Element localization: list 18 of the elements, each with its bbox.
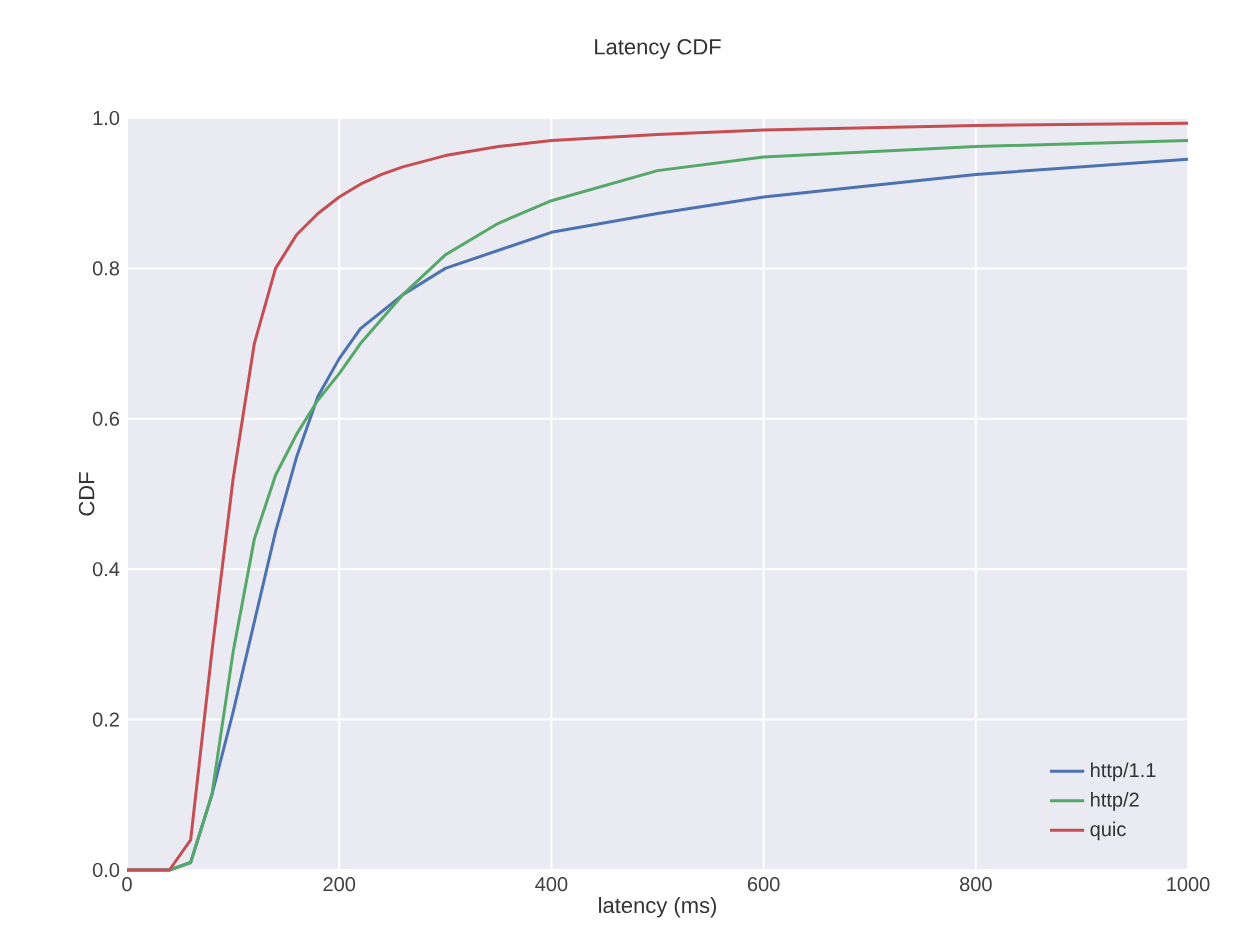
y-tick-label: 1.0 [93, 110, 120, 126]
x-tick-label: 800 [960, 877, 992, 892]
legend-label: quic [1090, 821, 1126, 841]
x-tick-label: 0 [122, 877, 132, 892]
x-tick-label: 600 [747, 877, 780, 892]
y-tick-label: 0.2 [92, 712, 119, 727]
legend-label: http/2 [1091, 792, 1139, 811]
x-tick-label: 200 [323, 877, 356, 892]
y-tick-label: 0.4 [92, 562, 120, 577]
chart-title: Latency CDF [595, 39, 721, 59]
y-axis-title: CDF [78, 472, 95, 516]
y-tick-label: 0.6 [92, 411, 120, 426]
x-tick-label: 400 [535, 877, 568, 892]
x-axis-title: latency (ms) [599, 896, 717, 918]
x-tick-label: 1000 [1167, 877, 1210, 892]
legend-label: http/1.1 [1091, 762, 1156, 782]
y-tick-label: 0.8 [92, 261, 120, 276]
y-tick-label: 0.0 [92, 862, 120, 878]
